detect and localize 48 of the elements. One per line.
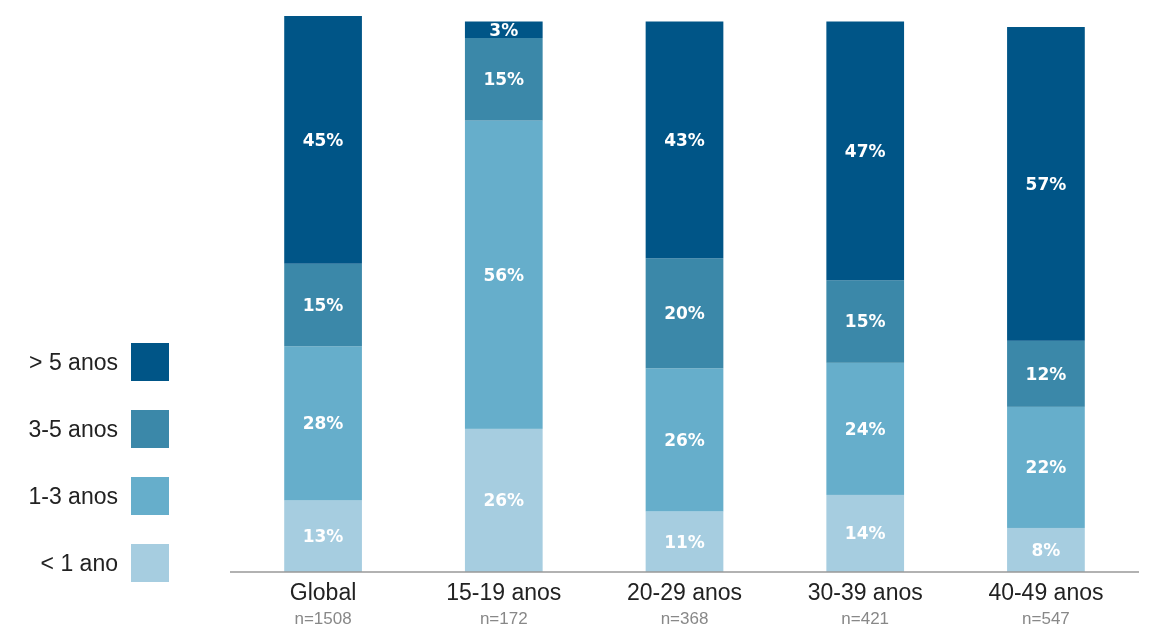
x-tick-label: 15-19 anos n=172 [446,579,562,628]
data-label: 28% [302,413,344,434]
legend-label: 3-5 anos [28,416,118,443]
bar [826,494,905,572]
bar [1007,527,1085,572]
data-label: 57% [1025,173,1067,194]
data-label: 47% [844,140,886,161]
data-label: 12% [1025,363,1067,384]
x-tick-label: 30-39 anos n=421 [807,579,923,628]
bar [464,428,543,572]
data-label: 3% [489,19,519,40]
bar [284,16,362,264]
bar [645,368,724,512]
bar [284,346,362,501]
bar [645,511,724,572]
legend-label: > 5 anos [29,349,118,376]
data-label: 8% [1031,539,1061,560]
bar [826,280,905,363]
bar [826,21,905,281]
bar [464,38,543,121]
bar [645,258,724,369]
data-label: 45% [302,129,344,150]
x-tick-label: Global n=1508 [289,579,357,628]
data-label: 43% [664,129,705,150]
data-label: 11% [664,531,705,552]
bar [645,21,724,259]
bar [1007,27,1085,341]
bar [284,263,362,347]
bar [826,362,905,495]
data-label: 22% [1025,457,1067,478]
legend-label: < 1 ano [40,550,118,577]
data-label: 15% [844,311,886,332]
data-label: 15% [483,69,525,90]
data-label: 20% [664,303,705,324]
bar [284,500,362,572]
bar [1007,340,1085,407]
x-tick-label: 20-29 anos n=368 [626,579,743,628]
legend-label: 1-3 anos [28,483,118,510]
data-label: 26% [483,490,525,511]
data-label: 15% [302,294,344,315]
data-label: 56% [483,264,525,285]
x-tick-label: 40-49 anos n=547 [988,579,1104,628]
data-label: 26% [664,429,705,450]
bar [464,120,543,429]
data-label: 13% [302,526,344,547]
bar [1007,406,1085,528]
data-label: 14% [844,523,886,544]
data-label: 24% [844,418,886,439]
